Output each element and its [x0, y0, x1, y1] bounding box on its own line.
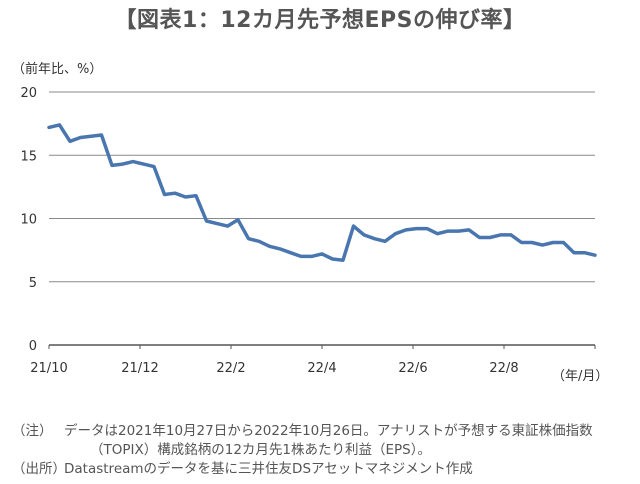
note-row: （注） データは2021年10月27日から2022年10月26日。アナリストが予想… [12, 422, 632, 441]
x-axis-ticks: 21/10 21/12 22/2 22/4 22/6 22/8 [30, 345, 596, 376]
series-layer [47, 123, 597, 262]
y-tick-label: 15 [20, 149, 37, 164]
source-text: Datastreamのデータを基に三井住友DSアセットマネジメント作成 [64, 461, 473, 477]
note-text-line2: （TOPIX）構成銘柄の12カ月先1株あたり利益（EPS）。 [90, 442, 431, 458]
y-axis-ticks: 0 5 10 15 20 [20, 86, 37, 354]
y-tick-label: 0 [29, 339, 37, 354]
y-tick-label: 20 [20, 86, 37, 101]
note-text-line1: データは2021年10月27日から2022年10月26日。アナリストが予想する東… [64, 423, 593, 439]
x-tick-label: 22/8 [489, 361, 518, 376]
x-tick-label: 21/10 [30, 361, 67, 376]
x-tick-label: 21/12 [121, 361, 158, 376]
footnotes: （注） データは2021年10月27日から2022年10月26日。アナリストが予想… [12, 422, 632, 479]
source-tag: （出所） [12, 461, 66, 477]
gridlines [49, 91, 595, 346]
series-line [47, 123, 597, 262]
x-tick-label: 22/6 [398, 361, 427, 376]
y-axis-unit-label: （前年比、%） [12, 61, 102, 77]
x-axis-unit-label: （年/月） [552, 369, 608, 384]
note-tag: （注） [12, 423, 53, 439]
y-tick-label: 5 [29, 276, 37, 291]
x-tick-label: 22/2 [216, 361, 245, 376]
note-row-continued: （TOPIX）構成銘柄の12カ月先1株あたり利益（EPS）。 [12, 441, 632, 460]
y-tick-label: 10 [20, 213, 37, 228]
x-tick-label: 22/4 [307, 361, 336, 376]
source-row: （出所）Datastreamのデータを基に三井住友DSアセットマネジメント作成 [12, 460, 632, 479]
chart-title: 【図表1：12カ月先予想EPSの伸び率】 [114, 8, 526, 33]
